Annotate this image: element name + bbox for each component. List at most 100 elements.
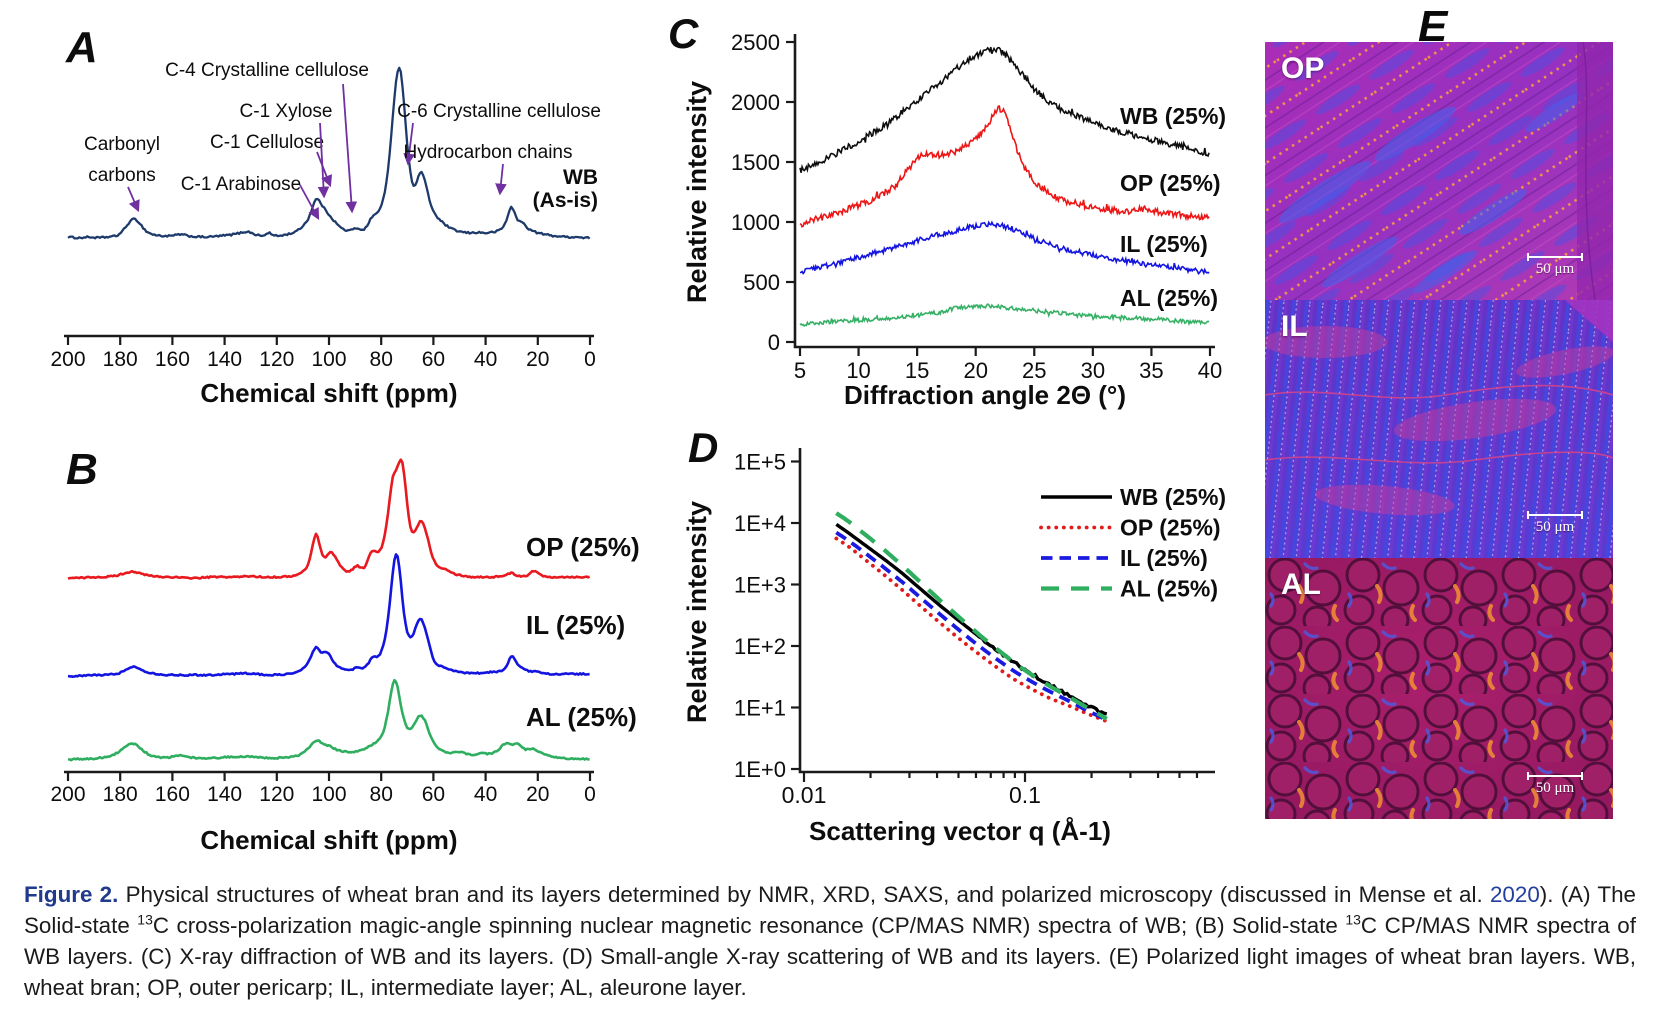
scale-bar-line [1527,772,1583,780]
caption-segment: C cross-polarization magic-angle spinnin… [152,913,1346,938]
x-tick-label: 100 [311,783,346,806]
caption-segment: 13 [137,911,153,928]
x-tick-label: 20 [963,358,987,383]
x-tick-label: 120 [259,783,294,806]
micrograph-il: IL 50 μm [1265,300,1613,558]
x-tick-label: 40 [474,783,497,806]
panel-b-curve-il [67,553,590,678]
scale-bar-il: 50 μm [1523,511,1587,536]
caption-segment[interactable]: 2020 [1489,882,1540,907]
panel-c-axes: 0 500 1000 1500 2000 2500 5 10 15 20 25 30 35 40 [731,30,1222,383]
panel-c-curve-op [799,105,1210,228]
panel-c-series-label: OP (25%) [1120,170,1221,196]
x-tick-label: 80 [370,783,393,806]
panel-c-curve-al [799,303,1210,328]
scale-bar-line [1527,253,1583,261]
peak-annotation-arrow [316,151,333,188]
panel-c-x-axis-title: Diffraction angle 2Θ (°) [844,380,1126,410]
x-tick-label: 20 [526,783,549,806]
x-tick-label: 15 [905,358,929,383]
x-tick-label: 160 [155,783,190,806]
x-tick-label: 30 [1081,358,1105,383]
scale-bar-label: 50 μm [1535,780,1575,796]
x-tick-label: 160 [155,348,190,371]
panel-c-series-label: AL (25%) [1120,285,1218,311]
caption-segment: Figure 2. [24,882,119,907]
x-tick-label: 200 [50,348,85,371]
micrograph-op: OP 50 μm [1265,42,1613,300]
scale-bar-label: 50 μm [1535,261,1575,277]
panel-d-curve-wb [835,523,1108,716]
legend-label: OP (25%) [1120,515,1221,541]
panel-a-annotations: Carbonyl carbons C-1 Arabinose C-1 Cellulos… [84,60,601,221]
x-tick-label: 0 [584,348,596,371]
panel-a-corner-label: (As-is) [533,189,598,212]
x-tick-label: 35 [1139,358,1163,383]
y-tick-label: 1E+2 [734,634,786,659]
y-tick-label: 1E+3 [734,573,786,598]
peak-annotation-label: Carbonyl [84,134,160,155]
panel-c-curve-il [799,220,1210,276]
micrograph-il-label: IL [1281,310,1308,343]
panel-d-letter: D [688,424,718,471]
x-axis-title: Chemical shift (ppm) [200,825,457,855]
x-tick-label: 140 [207,783,242,806]
panel-d-curve-il [835,530,1108,723]
x-tick-label: 140 [207,348,242,371]
x-tick-label: 0.01 [782,782,827,808]
panel-a-curve-wb [67,66,591,240]
scale-bar-label: 50 μm [1535,519,1575,535]
panel-d-y-axis-title: Relative intensity [682,501,712,723]
peak-annotation-label: C-4 Crystalline cellulose [165,60,369,81]
panel-c-y-axis-title: Relative intensity [682,81,712,303]
panel-b-letter: B [66,445,98,494]
x-axis-title: Chemical shift (ppm) [200,378,457,408]
micrograph-al: AL 50 μm [1265,558,1613,819]
scale-bar-al: 50 μm [1523,772,1587,797]
panel-a-corner-label: WB [563,166,598,189]
x-tick-label: 25 [1022,358,1046,383]
panel-c-series-label: IL (25%) [1120,231,1208,257]
peak-annotation-label: C-6 Crystalline cellulose [397,101,601,122]
caption-segment: ). (A) The Solid-state [24,882,1636,938]
y-tick-label: 0 [768,330,780,355]
peak-annotation-arrow [299,184,320,221]
panel-c-series-label: WB (25%) [1120,103,1226,129]
scale-bar-op: 50 μm [1523,253,1587,278]
y-tick-label: 2000 [731,90,780,115]
scale-bar-line [1527,511,1583,519]
x-tick-label: 180 [103,348,138,371]
panel-b-series-label: IL (25%) [526,610,625,640]
y-tick-label: 1000 [731,210,780,235]
panel-d-axes: 1E+0 1E+1 1E+2 1E+3 1E+4 1E+5 0.01 0.1 [734,448,1215,808]
panel-b-curve-op [67,458,591,580]
panel-d-curve-al [835,511,1108,721]
micrograph-op-label: OP [1281,52,1325,85]
peak-annotation-label: Hydrocarbon chains [404,142,573,163]
caption-segment: C CP/MAS NMR spectra of WB layers. (C) X… [24,913,1636,1000]
peak-annotation-arrow [317,122,330,199]
legend-label: AL (25%) [1120,576,1218,602]
y-tick-label: 500 [743,270,780,295]
peak-annotation-arrow [127,186,140,213]
panel-d-x-axis-title: Scattering vector q (Å-1) [809,816,1111,846]
x-tick-label: 80 [370,348,393,371]
x-tick-label: 5 [794,358,806,383]
peak-annotation-arrow [342,83,358,214]
x-tick-label: 20 [526,348,549,371]
peak-annotation-label: C-1 Xylose [240,101,333,122]
peak-annotation-arrow [403,122,415,166]
x-tick-label: 120 [259,348,294,371]
micrograph-al-label: AL [1281,568,1321,601]
peak-annotation-label: carbons [88,165,156,186]
y-tick-label: 1E+5 [734,450,786,475]
peak-annotation-arrow [495,163,507,196]
y-tick-label: 1E+0 [734,757,786,782]
caption-segment: Physical structures of wheat bran and it… [118,882,1490,907]
y-tick-label: 1E+4 [734,511,786,536]
x-tick-label: 180 [103,783,138,806]
panel-d-legend: WB (25%) OP (25%) IL (25%) AL (25%) [1039,484,1226,602]
